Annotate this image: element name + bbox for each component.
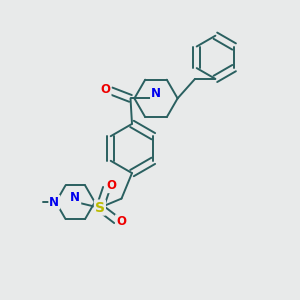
- Text: N: N: [70, 191, 80, 204]
- Text: N: N: [49, 196, 59, 209]
- Text: N: N: [151, 87, 161, 101]
- Text: S: S: [95, 201, 105, 214]
- Text: O: O: [100, 83, 111, 96]
- Text: O: O: [116, 215, 126, 228]
- Text: O: O: [106, 179, 116, 192]
